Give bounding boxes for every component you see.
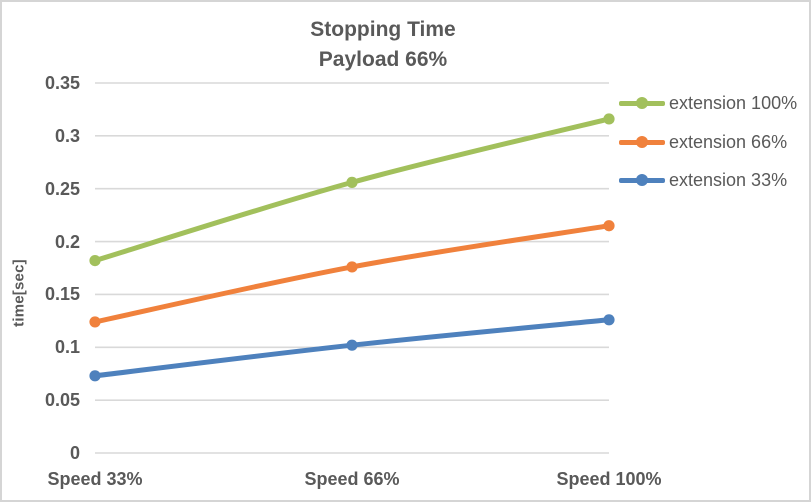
- chart-title: Stopping Time Payload 66%: [2, 15, 764, 75]
- legend-line-marker-icon: [619, 174, 665, 186]
- legend-item-extension-100-: extension 100%: [619, 91, 797, 115]
- y-tick-label: 0.35: [44, 73, 80, 93]
- y-tick-label: 0.1: [54, 337, 80, 358]
- chart-title-line2: Payload 66%: [318, 48, 448, 71]
- legend-item-extension-33-: extension 33%: [619, 168, 787, 192]
- y-tick-label: 0.3: [54, 125, 80, 146]
- legend-item-extension-66-: extension 66%: [619, 130, 787, 154]
- plot-area: [89, 82, 615, 454]
- legend-label: extension 100%: [669, 92, 798, 113]
- legend-dot-icon: [636, 174, 648, 186]
- data-point-marker: [89, 316, 101, 328]
- series-line-extension-66-: [92, 223, 612, 325]
- legend-line-marker-icon: [619, 97, 665, 109]
- x-tick-label: Speed 33%: [47, 469, 143, 489]
- data-point-marker: [89, 370, 101, 382]
- y-tick-label: 0.05: [44, 390, 80, 411]
- data-point-marker: [89, 255, 101, 267]
- chart-title-line1: Stopping Time: [310, 18, 456, 41]
- legend-label: extension 66%: [669, 131, 788, 152]
- data-point-marker: [346, 339, 358, 351]
- legend-line-marker-icon: [619, 136, 665, 148]
- y-tick-label: 0.25: [44, 178, 80, 199]
- data-point-marker: [346, 176, 358, 188]
- data-point-marker: [346, 261, 358, 273]
- data-point-marker: [603, 220, 615, 232]
- x-tick-label: Speed 100%: [556, 469, 662, 489]
- y-tick-label: 0.15: [44, 284, 80, 305]
- legend-dot-icon: [636, 97, 648, 109]
- x-tick-label: Speed 66%: [304, 469, 400, 489]
- data-point-marker: [603, 113, 615, 125]
- y-tick-label: 0: [69, 443, 80, 463]
- y-tick-label: 0.2: [54, 231, 80, 252]
- legend-dot-icon: [636, 136, 648, 148]
- legend-label: extension 33%: [669, 169, 788, 190]
- data-point-marker: [603, 314, 615, 326]
